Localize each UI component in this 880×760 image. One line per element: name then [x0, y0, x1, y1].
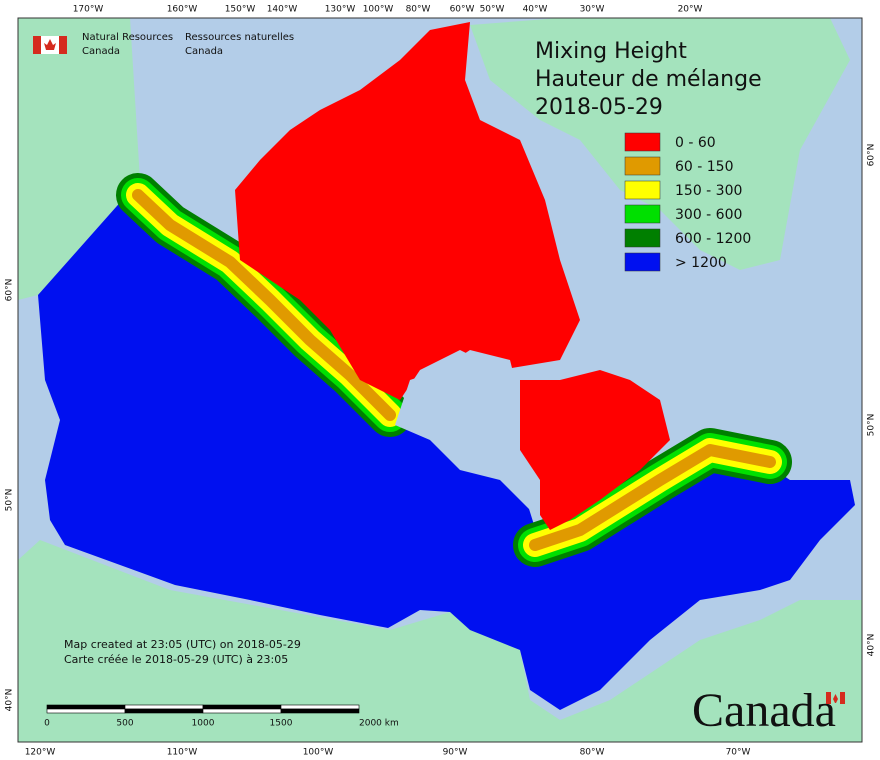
bands	[116, 173, 792, 567]
scale-segment	[124, 704, 204, 710]
latitude-label: 50°N	[5, 489, 15, 512]
latitude-label: 50°N	[867, 414, 877, 437]
usa	[18, 540, 862, 742]
longitude-label: 130°W	[325, 5, 356, 15]
longitude-label: 50°W	[480, 5, 505, 15]
frame	[17, 17, 863, 743]
longitude-label: 70°W	[726, 748, 751, 758]
legend-label: 150 - 300	[675, 183, 742, 199]
scale-segment	[202, 708, 282, 714]
longitude-label: 80°W	[406, 5, 431, 15]
scale-label: 1000	[192, 719, 215, 729]
legend-swatch	[624, 252, 661, 272]
longitude-label: 80°W	[580, 748, 605, 758]
scale-segment	[46, 708, 126, 714]
wordmark-text: Canada	[692, 684, 836, 737]
latitude-label: 60°N	[867, 144, 877, 167]
scale-label: 500	[116, 719, 133, 729]
flag	[840, 692, 845, 704]
latitude-label: 40°N	[5, 689, 15, 712]
scale-label: 1500	[270, 719, 293, 729]
flag	[33, 36, 41, 54]
longitude-label: 150°W	[225, 5, 256, 15]
legend-swatch	[624, 180, 661, 200]
maple-leaf	[833, 694, 838, 703]
scale-segment	[280, 708, 360, 714]
scale-label: 2000 km	[359, 719, 399, 729]
mixing-band	[132, 189, 396, 421]
flag	[59, 36, 67, 54]
flag	[826, 692, 831, 704]
header: Natural Resources Canada Ressources natu…	[33, 32, 294, 57]
longitude-label: 110°W	[167, 748, 198, 758]
note: Carte créée le 2018-05-29 (UTC) à 23:05	[64, 653, 288, 666]
longitude-label: 20°W	[678, 5, 703, 15]
longitude-label: 170°W	[73, 5, 104, 15]
latitude-label: 40°N	[867, 634, 877, 657]
quebec-region	[520, 370, 670, 530]
legend-swatch	[624, 132, 661, 152]
hudson-bay	[395, 350, 540, 520]
alaska	[18, 18, 140, 300]
legend-label: > 1200	[675, 255, 727, 271]
longitude-label: 120°W	[25, 748, 56, 758]
longitude-label: 30°W	[580, 5, 605, 15]
legend-swatch	[624, 204, 661, 224]
org-name: Canada	[185, 46, 223, 57]
legend-label: 600 - 1200	[675, 231, 751, 247]
legend-label: 60 - 150	[675, 159, 734, 175]
note: Map created at 23:05 (UTC) on 2018-05-29	[64, 638, 301, 651]
wordmark: Canada	[692, 684, 845, 737]
mixing-band	[529, 444, 776, 551]
longitude-label: 160°W	[167, 5, 198, 15]
longitude-label: 100°W	[303, 748, 334, 758]
longitude-label: 100°W	[363, 5, 394, 15]
longitude-label: 140°W	[267, 5, 298, 15]
legend-label: 300 - 600	[675, 207, 742, 223]
latitude-label: 60°N	[5, 279, 15, 302]
scale-segment	[124, 708, 204, 714]
scale-label: 0	[44, 719, 50, 729]
title: Mixing Height	[535, 39, 687, 64]
longitude-label: 90°W	[443, 748, 468, 758]
longitude-label: 40°W	[523, 5, 548, 15]
scale-segment	[202, 704, 282, 710]
longitude-label: 60°W	[450, 5, 475, 15]
legend-label: 0 - 60	[675, 135, 716, 151]
legend-swatch	[624, 228, 661, 248]
maple-leaf	[44, 39, 56, 50]
legend-swatch	[624, 156, 661, 176]
scale-segment	[280, 704, 360, 710]
title: Hauteur de mélange	[535, 67, 762, 92]
org-name: Canada	[82, 46, 120, 57]
org-name: Natural Resources	[82, 32, 173, 43]
arctic-region	[235, 22, 580, 400]
org-name: Ressources naturelles	[185, 32, 294, 43]
scale-segment	[46, 704, 126, 710]
title: 2018-05-29	[535, 95, 663, 120]
map-area	[18, 18, 862, 742]
